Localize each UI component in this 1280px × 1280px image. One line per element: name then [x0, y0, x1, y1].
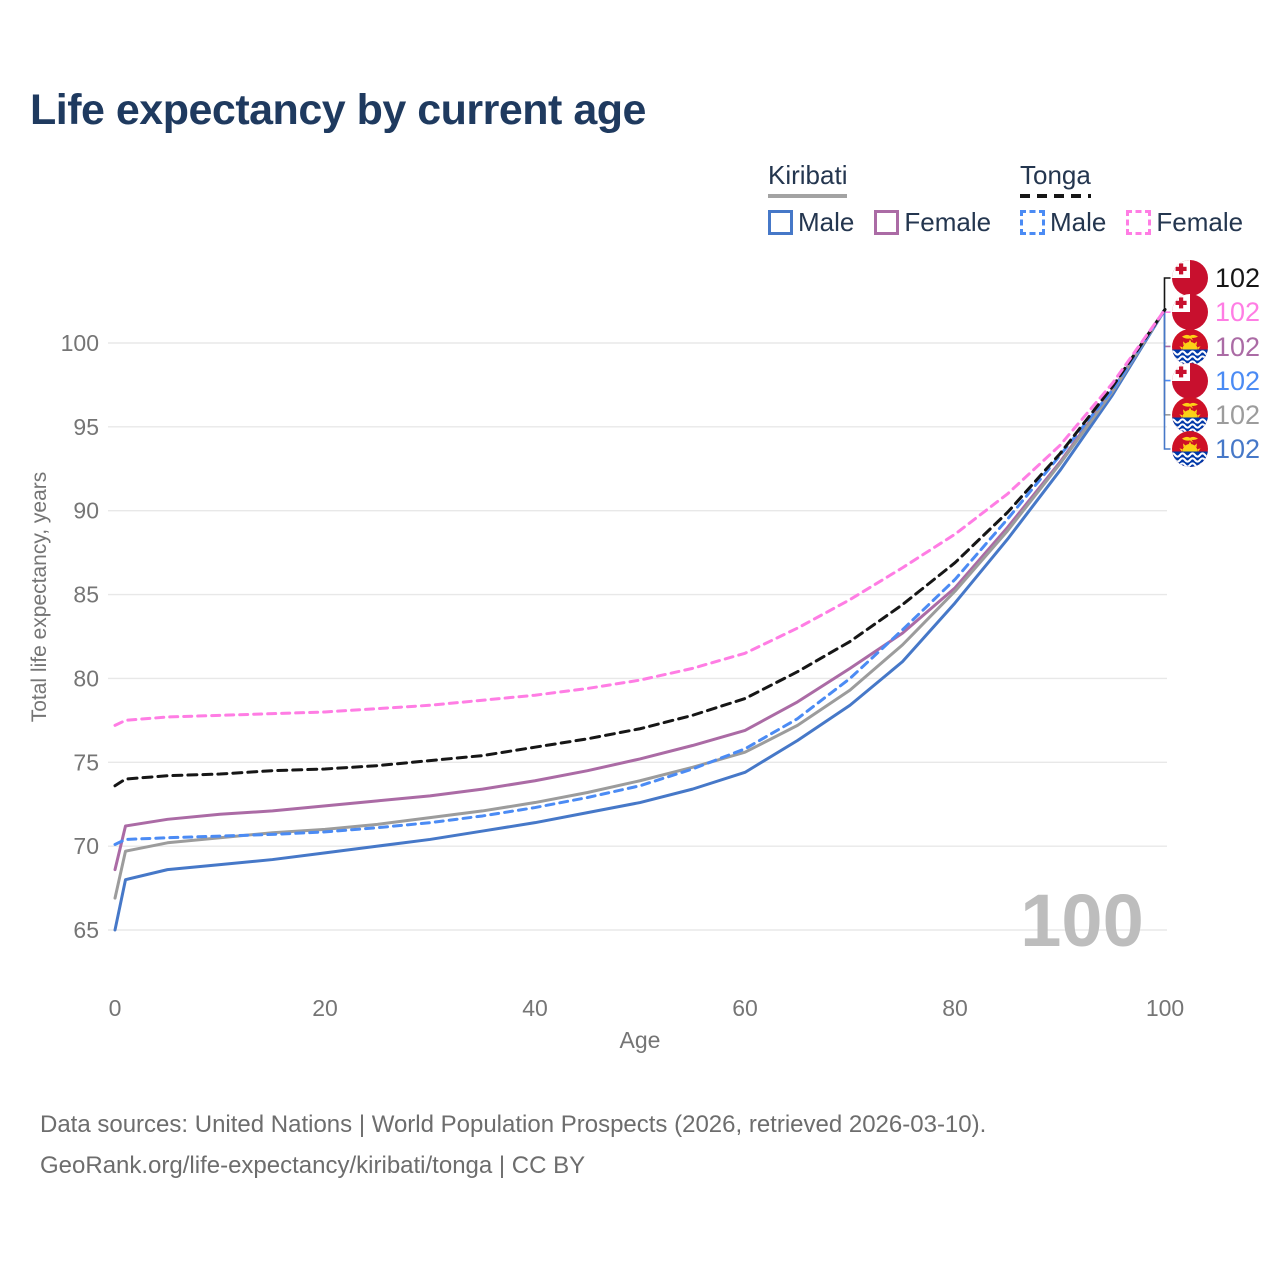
- attribution-line: GeoRank.org/life-expectancy/kiribati/ton…: [40, 1152, 586, 1179]
- legend-item-label: Female: [904, 207, 992, 237]
- endpoint-row-kiribati-female: 102: [1172, 329, 1260, 365]
- x-tick-label: 80: [942, 995, 968, 1021]
- x-tick-label: 0: [109, 995, 122, 1021]
- tonga-flag-icon: [1172, 260, 1208, 296]
- legend-item-tonga-male[interactable]: Male: [1020, 207, 1106, 238]
- endpoint-row-kiribati: 102: [1172, 397, 1260, 433]
- y-tick-label: 70: [73, 833, 99, 859]
- y-tick-label: 90: [73, 498, 99, 524]
- kiribati-female-swatch-icon: [874, 210, 900, 235]
- kiribati-flag-icon: [1172, 431, 1208, 467]
- legend-item-label: Female: [1156, 207, 1244, 237]
- series-kiribati-female: [113, 307, 1167, 872]
- legend-country-label: Kiribati: [768, 160, 848, 190]
- age-watermark: 100: [1020, 879, 1143, 962]
- leader-line: [1163, 309, 1171, 382]
- legend-item-label: Male: [798, 207, 855, 237]
- tonga-flag-icon: [1172, 294, 1208, 330]
- y-tick-label: 85: [73, 582, 99, 608]
- page-title: Life expectancy by current age: [30, 86, 646, 134]
- endpoint-row-tonga-female: 102: [1172, 294, 1260, 330]
- endpoint-value: 102: [1215, 263, 1261, 293]
- y-tick-label: 95: [73, 414, 99, 440]
- tonga-flag-icon: [1172, 363, 1208, 399]
- legend-item-label: Male: [1050, 207, 1107, 237]
- endpoint-value: 102: [1215, 297, 1261, 327]
- footer: Data sources: United Nations | World Pop…: [40, 1104, 986, 1186]
- kiribati-flag-icon: [1172, 329, 1208, 365]
- y-tick-label: 80: [73, 665, 99, 691]
- endpoint-row-kiribati-male: 102: [1172, 431, 1260, 467]
- y-tick-label: 65: [73, 917, 99, 943]
- legend-country-tonga[interactable]: Tonga: [1020, 160, 1091, 198]
- kiribati-underline-swatch: [768, 194, 848, 198]
- endpoint-row-tonga: 102: [1172, 260, 1260, 296]
- leader-line: [1163, 309, 1171, 450]
- legend-item-tonga-female[interactable]: Female: [1126, 207, 1243, 238]
- y-tick-label: 75: [73, 749, 99, 775]
- tonga-female-swatch-icon: [1126, 210, 1152, 235]
- leader-line: [1163, 277, 1171, 310]
- legend-country-label: Tonga: [1020, 160, 1091, 190]
- kiribati-flag-icon: [1172, 397, 1208, 433]
- endpoint-value: 102: [1215, 434, 1261, 464]
- series-tonga-all: [113, 307, 1167, 788]
- endpoint-row-tonga-male: 102: [1172, 363, 1260, 399]
- x-tick-label: 20: [312, 995, 338, 1021]
- series-kiribati-male: [113, 307, 1167, 932]
- leader-line: [1163, 309, 1171, 348]
- y-tick-label: 100: [61, 330, 99, 356]
- leader-line: [1163, 309, 1171, 416]
- legend-item-kiribati-female[interactable]: Female: [874, 207, 991, 238]
- series-tonga-male: [113, 307, 1167, 846]
- x-tick-label: 60: [732, 995, 758, 1021]
- kiribati-male-swatch-icon: [768, 210, 793, 235]
- tonga-male-swatch-icon: [1020, 210, 1045, 235]
- endpoint-value: 102: [1215, 366, 1261, 396]
- tonga-underline-swatch: [1020, 194, 1091, 198]
- x-tick-label: 100: [1146, 995, 1184, 1021]
- endpoint-value: 102: [1215, 400, 1261, 430]
- x-tick-label: 40: [522, 995, 548, 1021]
- legend-item-kiribati-male[interactable]: Male: [768, 207, 854, 238]
- x-axis-title: Age: [620, 1027, 661, 1053]
- y-axis-title: Total life expectancy, years: [28, 472, 51, 723]
- legend-group-tonga: Tonga Male Female: [1020, 160, 1243, 238]
- series-tonga-female: [113, 307, 1167, 727]
- data-sources-line: Data sources: United Nations | World Pop…: [40, 1111, 987, 1138]
- legend-group-kiribati: Kiribati Male Female: [768, 160, 991, 238]
- legend-country-kiribati[interactable]: Kiribati: [768, 160, 848, 198]
- endpoint-value: 102: [1215, 332, 1261, 362]
